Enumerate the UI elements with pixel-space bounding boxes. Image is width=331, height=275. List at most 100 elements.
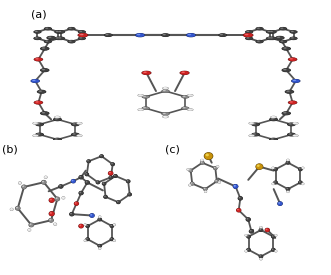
Circle shape (34, 101, 43, 104)
Circle shape (103, 183, 104, 184)
Circle shape (79, 175, 83, 179)
Circle shape (302, 167, 304, 169)
Circle shape (269, 138, 278, 141)
Circle shape (201, 161, 203, 163)
Circle shape (253, 133, 256, 135)
Circle shape (260, 258, 262, 260)
Circle shape (181, 106, 189, 110)
Circle shape (54, 138, 61, 141)
Circle shape (271, 116, 274, 117)
Circle shape (189, 169, 193, 172)
Circle shape (292, 134, 299, 137)
Circle shape (49, 218, 54, 222)
Circle shape (291, 79, 301, 83)
Circle shape (32, 134, 39, 137)
Circle shape (113, 174, 118, 178)
Circle shape (30, 79, 40, 83)
Circle shape (281, 111, 291, 115)
Circle shape (141, 71, 152, 75)
Circle shape (32, 122, 39, 125)
Circle shape (246, 30, 253, 34)
Circle shape (302, 167, 303, 168)
Circle shape (189, 169, 191, 171)
Circle shape (190, 182, 194, 185)
Circle shape (215, 180, 219, 183)
Circle shape (16, 207, 18, 208)
Circle shape (264, 228, 270, 232)
Circle shape (283, 47, 287, 49)
Circle shape (267, 37, 270, 39)
Circle shape (80, 34, 87, 37)
Circle shape (259, 228, 263, 232)
Circle shape (87, 160, 91, 163)
Circle shape (270, 37, 273, 39)
Circle shape (142, 71, 151, 75)
Circle shape (250, 122, 252, 123)
Circle shape (42, 181, 44, 182)
Circle shape (188, 169, 193, 172)
Circle shape (74, 202, 79, 206)
Circle shape (286, 190, 290, 193)
Circle shape (301, 183, 305, 185)
Circle shape (214, 179, 219, 183)
Circle shape (103, 195, 108, 199)
Circle shape (245, 250, 246, 251)
Circle shape (47, 36, 55, 40)
Circle shape (84, 224, 85, 225)
Circle shape (69, 212, 74, 216)
Circle shape (279, 40, 287, 43)
Circle shape (86, 238, 88, 240)
Circle shape (28, 229, 31, 231)
Circle shape (186, 168, 190, 171)
Circle shape (246, 37, 253, 40)
Circle shape (293, 135, 296, 136)
Circle shape (276, 36, 284, 40)
Circle shape (108, 171, 113, 175)
Circle shape (163, 87, 168, 89)
Circle shape (128, 193, 130, 195)
Circle shape (37, 90, 46, 94)
Circle shape (77, 122, 79, 123)
Circle shape (79, 191, 83, 195)
Circle shape (104, 195, 108, 199)
Circle shape (78, 30, 86, 34)
Circle shape (245, 250, 248, 252)
Circle shape (89, 213, 95, 218)
Circle shape (272, 183, 274, 185)
Circle shape (104, 34, 112, 37)
Circle shape (298, 181, 303, 184)
Circle shape (81, 34, 84, 35)
Circle shape (218, 181, 221, 183)
Circle shape (245, 234, 248, 236)
Circle shape (55, 197, 60, 201)
Circle shape (273, 180, 278, 185)
Circle shape (34, 58, 43, 61)
Circle shape (289, 37, 298, 40)
Circle shape (287, 191, 288, 192)
Circle shape (289, 30, 298, 34)
Circle shape (84, 240, 87, 242)
Circle shape (40, 111, 50, 115)
Circle shape (275, 250, 276, 251)
Circle shape (96, 181, 100, 184)
Circle shape (98, 247, 101, 250)
Circle shape (234, 185, 236, 187)
Circle shape (288, 58, 297, 61)
Circle shape (181, 95, 189, 98)
Circle shape (27, 229, 31, 232)
Circle shape (85, 180, 90, 185)
Circle shape (42, 47, 45, 49)
Circle shape (75, 202, 76, 204)
Circle shape (213, 166, 218, 170)
Circle shape (142, 106, 150, 110)
Circle shape (98, 244, 100, 246)
Circle shape (204, 190, 207, 193)
Circle shape (274, 250, 277, 252)
Circle shape (234, 185, 236, 187)
Circle shape (44, 176, 47, 179)
Circle shape (54, 116, 61, 119)
Circle shape (98, 247, 101, 250)
Circle shape (126, 179, 130, 183)
Circle shape (54, 223, 57, 226)
Circle shape (274, 234, 277, 236)
